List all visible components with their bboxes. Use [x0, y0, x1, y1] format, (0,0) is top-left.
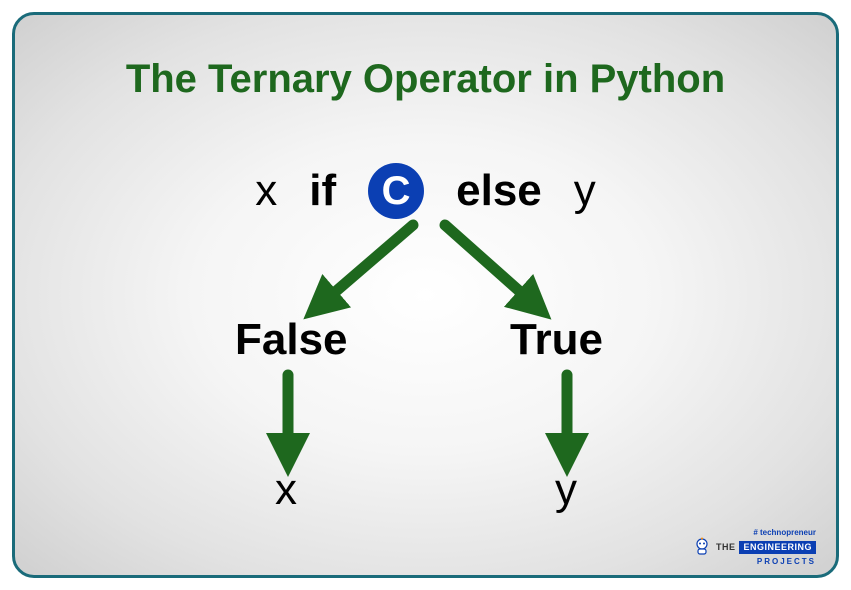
arrow-c-to-true [445, 225, 535, 305]
brand-logo: # technopreneur THE ENGINEERING PROJECTS [692, 528, 816, 567]
branch-false-label: False [235, 315, 348, 365]
condition-badge: C [368, 163, 424, 219]
arrow-c-to-false [320, 225, 413, 305]
logo-the: THE [716, 542, 736, 553]
expr-x: x [255, 166, 277, 216]
logo-tagline: # technopreneur [692, 528, 816, 538]
result-true: y [555, 465, 577, 515]
expression-row: x if C else y [15, 163, 836, 219]
logo-engineering: ENGINEERING [739, 541, 816, 554]
expr-y: y [574, 166, 596, 216]
expr-else: else [456, 166, 542, 216]
expr-if: if [309, 166, 336, 216]
page-title: The Ternary Operator in Python [15, 57, 836, 102]
diagram-frame: The Ternary Operator in Python x if C el… [12, 12, 839, 578]
result-false: x [275, 465, 297, 515]
robot-icon [692, 537, 712, 557]
logo-projects: PROJECTS [692, 557, 816, 567]
branch-true-label: True [510, 315, 603, 365]
